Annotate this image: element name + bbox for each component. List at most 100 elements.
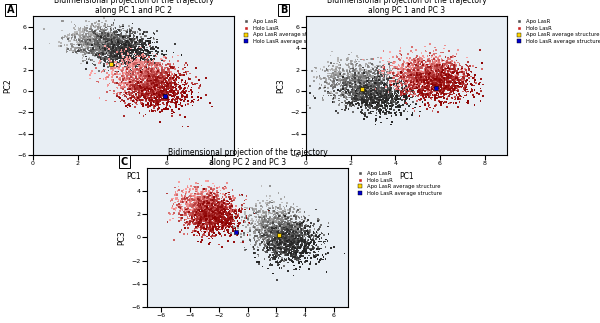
Point [104,41,113,46]
Point [419,69,429,74]
Point [365,95,375,100]
Point [211,212,221,217]
Point [361,103,370,109]
Point [397,69,406,74]
Point [194,194,203,199]
Point [130,73,139,78]
Point [425,67,434,72]
Point [287,245,296,250]
Point [86,37,95,42]
Point [356,78,365,84]
Point [397,76,407,81]
Point [88,40,97,45]
Point [199,186,208,192]
Point [156,89,166,94]
Point [280,221,290,226]
Point [130,46,139,51]
Point [380,105,390,110]
Point [386,95,396,100]
Point [81,25,91,30]
Point [128,49,137,54]
Point [276,229,286,234]
Point [427,71,437,77]
Point [209,217,219,223]
Point [116,45,125,50]
Point [358,73,367,78]
Point [364,103,373,108]
Point [136,52,146,57]
Point [167,89,176,95]
Point [199,201,208,206]
Point [442,66,451,71]
Point [433,85,442,90]
Point [472,65,481,70]
Point [67,20,76,25]
Point [377,71,386,76]
Point [293,244,302,249]
Point [197,208,207,214]
Point [413,66,423,71]
Point [116,39,126,44]
Point [296,235,305,241]
Point [275,245,285,251]
Point [97,41,107,46]
Point [143,86,153,91]
Point [376,107,385,112]
Point [447,92,457,97]
Point [155,95,164,100]
Point [162,85,172,90]
Point [103,23,112,28]
Point [364,64,373,69]
Point [142,95,152,100]
Point [108,41,118,47]
Point [167,81,176,87]
Point [217,218,227,224]
Point [260,229,270,234]
Point [447,83,457,89]
Point [420,68,430,73]
Point [367,87,376,92]
Point [376,95,386,100]
Point [96,33,106,38]
Point [407,88,416,93]
Point [287,242,296,247]
Point [371,78,381,83]
Point [226,218,236,223]
Point [128,81,137,86]
Point [184,197,194,202]
Point [117,46,127,51]
Point [175,229,185,234]
Point [107,48,116,54]
Point [375,114,385,119]
Point [433,75,443,80]
Point [431,76,441,81]
Point [373,97,383,102]
Point [145,72,155,77]
Point [439,100,448,106]
Point [344,82,353,87]
Point [202,206,211,211]
Point [437,58,447,63]
Point [446,88,456,93]
Point [136,59,145,65]
Point [119,77,128,82]
Point [346,90,355,95]
Point [266,236,276,242]
Point [131,50,141,55]
Point [458,83,467,89]
Point [191,211,200,216]
Point [206,206,215,211]
Point [350,68,359,73]
Point [216,206,226,211]
Point [430,104,440,109]
Point [400,67,410,72]
Point [269,220,278,225]
Point [134,68,143,74]
Point [103,37,113,42]
Point [250,234,260,239]
Point [308,246,317,252]
Point [124,66,134,71]
Point [204,241,214,246]
Point [210,221,220,226]
Point [447,92,457,97]
